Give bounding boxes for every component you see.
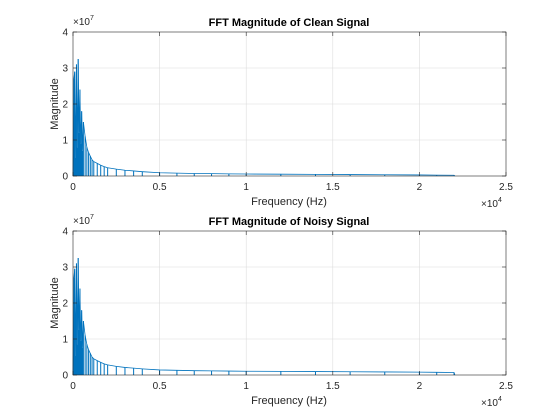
subplot-clean-y-multiplier: ×107	[73, 15, 94, 28]
x-tick-label: 2	[417, 182, 423, 193]
y-tick-label: 3	[62, 263, 68, 274]
subplot-clean-y-ticks: 0 1 2 3 4	[62, 28, 506, 183]
subplot-noisy-grid	[73, 231, 506, 375]
subplot-clean-x-axis-label: Frequency (Hz)	[251, 196, 327, 208]
subplot-noisy-plot-area	[72, 257, 456, 376]
x-tick-label: 0.5	[153, 182, 167, 193]
y-tick-label: 0	[62, 172, 68, 183]
x-tick-label: 2.5	[499, 182, 513, 193]
y-tick-label: 4	[62, 28, 68, 39]
subplot-noisy-title: FFT Magnitude of Noisy Signal	[209, 216, 370, 228]
x-tick-label: 1	[243, 182, 249, 193]
subplot-clean: FFT Magnitude of Clean Signal 0 0.5 1 1.5 2 2…	[49, 15, 513, 210]
subplot-noisy-x-ticks: 0 0.5 1 1.5 2 2.5	[70, 231, 513, 392]
y-tick-label: 2	[62, 100, 68, 111]
y-tick-label: 2	[62, 299, 68, 310]
series-line	[72, 257, 456, 376]
subplot-clean-x-ticks: 0 0.5 1 1.5 2 2.5	[70, 32, 513, 193]
x-tick-label: 1.5	[326, 182, 340, 193]
x-tick-label: 2.5	[499, 381, 513, 392]
y-tick-label: 1	[62, 335, 68, 346]
y-tick-label: 3	[62, 64, 68, 75]
x-tick-label: 0	[70, 381, 76, 392]
subplot-noisy-y-ticks: 0 1 2 3 4	[62, 227, 506, 382]
subplot-noisy-y-axis-label: Magnitude	[49, 277, 61, 328]
x-tick-label: 0	[70, 182, 76, 193]
y-tick-label: 4	[62, 227, 68, 238]
subplot-clean-grid	[73, 32, 506, 176]
x-tick-label: 1	[243, 381, 249, 392]
x-tick-label: 1.5	[326, 381, 340, 392]
subplot-noisy-x-multiplier: ×104	[481, 396, 502, 409]
subplot-clean-y-axis-label: Magnitude	[49, 78, 61, 129]
series-line	[72, 58, 456, 177]
y-tick-label: 1	[62, 136, 68, 147]
x-tick-label: 2	[417, 381, 423, 392]
subplot-noisy: FFT Magnitude of Noisy Signal 0 0.5 1 1.5 2 2…	[49, 214, 513, 409]
subplot-clean-x-multiplier: ×104	[481, 197, 502, 210]
subplot-clean-title: FFT Magnitude of Clean Signal	[209, 17, 370, 29]
subplot-noisy-x-axis-label: Frequency (Hz)	[251, 395, 327, 407]
y-tick-label: 0	[62, 371, 68, 382]
x-tick-label: 0.5	[153, 381, 167, 392]
subplot-noisy-y-multiplier: ×107	[73, 214, 94, 227]
